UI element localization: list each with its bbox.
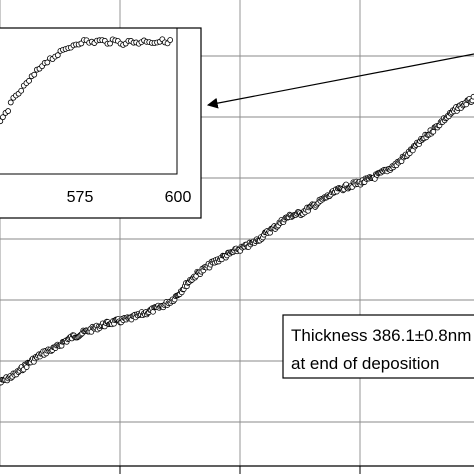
inset-data-point: [7, 99, 14, 106]
inset-data-point: [107, 40, 113, 47]
data-point: [430, 128, 437, 135]
inset-series: [0, 36, 174, 125]
inset-data-point: [18, 87, 25, 94]
inset-panel: 575 600: [0, 27, 202, 219]
thickness-series: [0, 93, 474, 386]
data-point: [470, 93, 474, 100]
inset-x-tick-label: 575: [67, 189, 94, 206]
inset-data-point: [26, 77, 32, 84]
inset-x-tick-label: 600: [165, 189, 192, 206]
annotation-line-1: Thickness 386.1±0.8nm: [291, 326, 471, 345]
annotation-line-2: at end of deposition: [291, 354, 439, 373]
inset-plot-area: [0, 27, 178, 175]
thickness-annotation: Thickness 386.1±0.8nm at end of depositi…: [282, 314, 474, 379]
inset-frame: [0, 27, 202, 219]
inset-data-point: [0, 114, 6, 121]
inset-data-point: [5, 108, 12, 114]
inset-data-point: [54, 52, 61, 59]
inset-data-point: [31, 71, 38, 78]
callout-arrow: [206, 53, 474, 109]
annotation-box: [282, 314, 474, 379]
inset-data-point: [44, 59, 51, 66]
inset-data-point: [167, 37, 174, 43]
